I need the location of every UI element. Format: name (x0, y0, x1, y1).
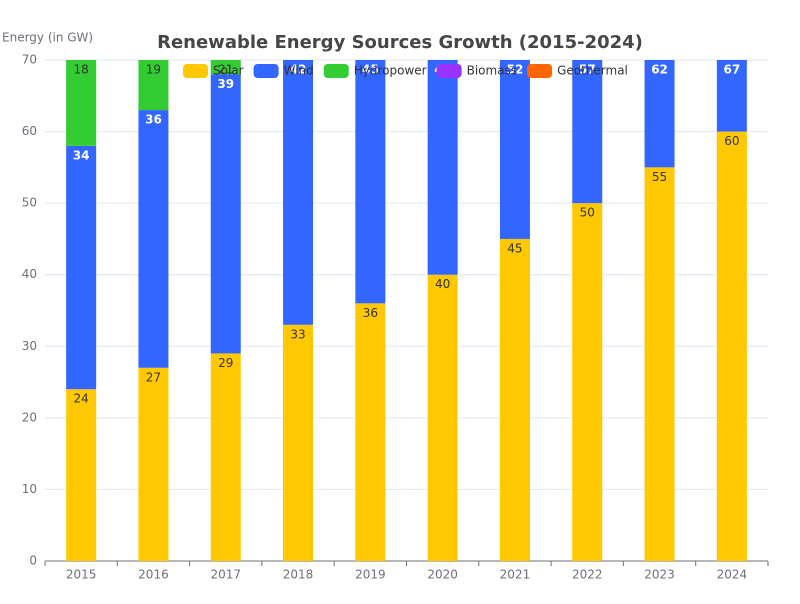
data-label: 42 (290, 63, 307, 77)
bar-segment (210, 74, 241, 354)
data-label: 29 (218, 356, 233, 370)
chart-title: Renewable Energy Sources Growth (2015-20… (157, 32, 643, 53)
legend-label[interactable]: Geothermal (557, 64, 628, 78)
bar-segment (716, 60, 747, 132)
bar-segment (572, 60, 603, 204)
y-tick-label: 70 (22, 53, 37, 67)
bar-segment (66, 145, 97, 390)
bar-segment (283, 324, 314, 561)
data-label: 34 (73, 148, 90, 162)
bars (66, 60, 747, 561)
bar-segment (427, 60, 458, 275)
bar-segment (355, 60, 386, 304)
data-label: 27 (146, 370, 161, 384)
bar-segment (210, 60, 241, 75)
x-tick-label: 2019 (355, 568, 386, 582)
y-tick-label: 0 (29, 554, 37, 568)
data-label: 19 (146, 63, 161, 77)
y-tick-label: 10 (22, 482, 37, 496)
bar-segment (138, 110, 169, 368)
x-tick-label: 2021 (500, 568, 531, 582)
bar-segment (66, 389, 97, 561)
x-tick-label: 2024 (717, 568, 748, 582)
x-tick-label: 2022 (572, 568, 603, 582)
data-label: 55 (652, 170, 667, 184)
x-tick-label: 2016 (138, 568, 169, 582)
legend-label[interactable]: Hydropower (354, 64, 427, 78)
legend-label[interactable]: Solar (213, 64, 244, 78)
legend-swatch[interactable] (253, 64, 279, 78)
x-tick-label: 2023 (644, 568, 675, 582)
x-tick-label: 2015 (66, 568, 97, 582)
bar-segment (66, 60, 97, 146)
legend-label[interactable]: Biomass (467, 64, 517, 78)
bar-segment (138, 60, 169, 111)
legend-swatch[interactable] (323, 64, 349, 78)
bar-segment (644, 60, 675, 168)
y-tick-label: 40 (22, 267, 37, 281)
bar-segment (427, 274, 458, 561)
y-tick-label: 30 (22, 339, 37, 353)
data-label: 67 (723, 63, 740, 77)
y-tick-label: 60 (22, 124, 37, 138)
data-label: 33 (290, 327, 305, 341)
data-label: 18 (74, 63, 89, 77)
bar-segment (138, 367, 169, 561)
legend-swatch[interactable] (436, 64, 462, 78)
data-label: 57 (579, 63, 596, 77)
legend: Solar Wind Hydropower Biomass Geothermal (183, 64, 628, 78)
bar-segment (499, 60, 530, 239)
data-label: 60 (724, 134, 739, 148)
x-tick-label: 2017 (210, 568, 241, 582)
bar-segment (716, 131, 747, 561)
data-label: 50 (580, 206, 595, 220)
bar-segment (572, 203, 603, 561)
y-tick-label: 20 (22, 410, 37, 424)
legend-label[interactable]: Wind (284, 64, 314, 78)
labels: 2434182736192939213342364540484552505755… (73, 63, 740, 406)
legend-swatch[interactable] (183, 64, 208, 78)
x-tick-label: 2018 (283, 568, 314, 582)
legend-swatch[interactable] (527, 64, 553, 78)
data-label: 24 (74, 392, 89, 406)
data-label: 36 (145, 113, 162, 127)
data-label: 40 (435, 277, 450, 291)
y-axis-title: Energy (in GW) (2, 31, 93, 45)
data-label: 62 (651, 63, 668, 77)
data-label: 39 (217, 77, 234, 91)
data-label: 45 (507, 241, 522, 255)
y-tick-label: 50 (22, 196, 37, 210)
data-label: 52 (507, 63, 524, 77)
data-label: 21 (218, 63, 233, 77)
bar-segment (355, 303, 386, 561)
bar-segment (499, 238, 530, 561)
bar-segment (210, 353, 241, 561)
x-tick-label: 2020 (427, 568, 458, 582)
data-label: 36 (363, 306, 378, 320)
bar-segment (283, 60, 314, 325)
bar-segment (644, 167, 675, 561)
data-label: 45 (362, 63, 379, 77)
